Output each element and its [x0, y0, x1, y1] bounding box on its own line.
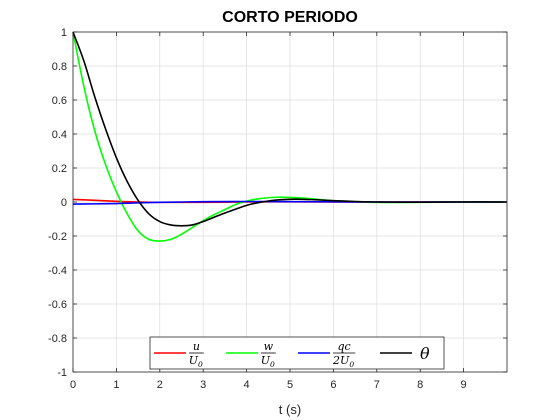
legend-label-subscript: 0 — [349, 360, 354, 369]
x-tick-label: 7 — [374, 379, 380, 391]
x-tick-label: 8 — [417, 379, 423, 391]
x-tick-label: 9 — [461, 379, 467, 391]
x-tick-label: 0 — [70, 379, 76, 391]
x-tick-label: 4 — [244, 379, 250, 391]
x-tick-label: 5 — [287, 379, 293, 391]
legend-label-numerator: u — [193, 340, 200, 353]
x-tick-label: 6 — [330, 379, 336, 391]
y-tick-label: 0.4 — [52, 129, 67, 141]
y-tick-label: 0.8 — [52, 61, 67, 73]
x-tick-label: 3 — [200, 379, 206, 391]
legend-label-subscript: 0 — [198, 360, 203, 369]
legend-label-numerator: qc — [338, 340, 351, 353]
legend-label-subscript: 0 — [270, 360, 275, 369]
y-tick-label: 0 — [61, 197, 67, 209]
y-tick-label: -0.6 — [48, 299, 67, 311]
chart-title: CORTO PERIODO — [222, 9, 358, 26]
y-tick-label: 0.2 — [52, 163, 67, 175]
y-tick-label: -1 — [57, 367, 67, 379]
y-tick-label: 1 — [61, 27, 67, 39]
legend-label-numerator: w — [264, 340, 274, 353]
legend-label-denominator: 2U — [332, 354, 350, 367]
x-axis-label: t (s) — [279, 402, 301, 417]
x-tick-label: 1 — [113, 379, 119, 391]
x-tick-label: 2 — [157, 379, 163, 391]
legend-label: θ — [420, 344, 430, 363]
y-tick-label: -0.2 — [48, 231, 67, 243]
y-tick-label: -0.4 — [48, 265, 67, 277]
y-tick-label: -0.8 — [48, 333, 67, 345]
y-tick-label: 0.6 — [52, 95, 67, 107]
